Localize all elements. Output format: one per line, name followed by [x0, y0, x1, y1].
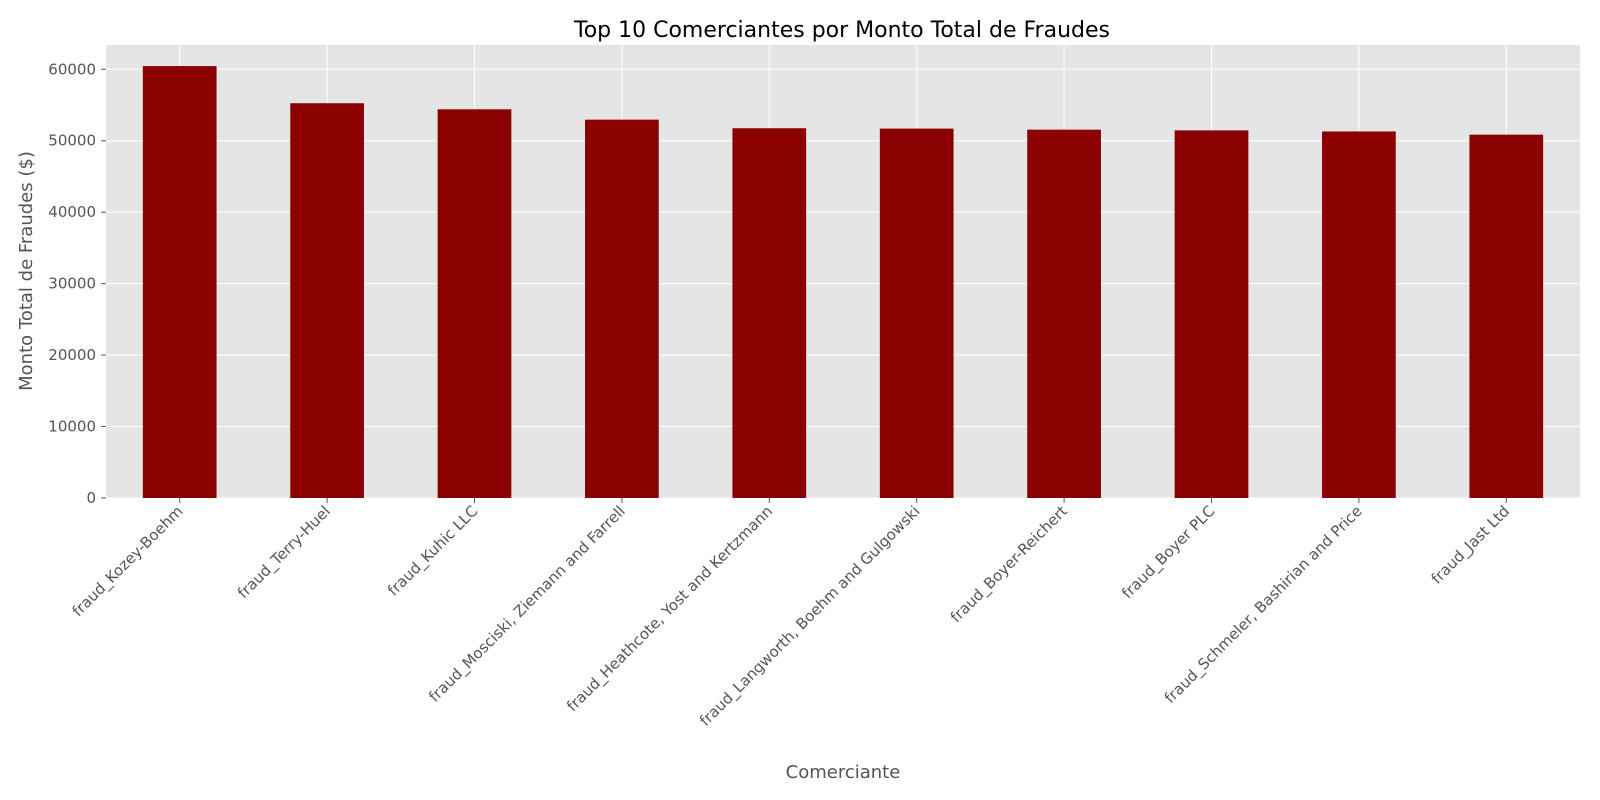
x-tick-label: fraud_Jast Ltd [1428, 502, 1514, 588]
y-tick-label: 10000 [48, 418, 96, 436]
x-tick-label: fraud_Boyer-Reichert [947, 502, 1072, 627]
x-axis-label: Comerciante [786, 762, 901, 783]
y-tick-label: 30000 [48, 275, 96, 293]
bar [1469, 134, 1544, 498]
bar [1322, 131, 1396, 498]
x-tick-label: fraud_Kuhic LLC [384, 502, 482, 600]
x-tick-label: fraud_Kozey-Boehm [69, 502, 188, 621]
bar [142, 66, 217, 499]
y-tick-label: 0 [86, 489, 96, 507]
x-axis-ticks: fraud_Kozey-Boehm fraud_Terry-Huel fraud_K… [69, 498, 1514, 730]
bar [879, 128, 954, 499]
x-tick-label: fraud_Terry-Huel [234, 502, 335, 603]
y-axis-ticks: 0 10000 20000 30000 40000 50000 60000 [48, 60, 106, 507]
chart-title: Top 10 Comerciantes por Monto Total de F… [573, 18, 1110, 43]
bar [290, 103, 364, 498]
bar [1027, 129, 1101, 498]
bars [142, 66, 1544, 499]
bar [437, 109, 512, 498]
y-tick-label: 50000 [48, 132, 96, 150]
bar [585, 119, 659, 498]
y-tick-label: 60000 [48, 60, 96, 78]
y-tick-label: 40000 [48, 203, 96, 221]
bar [732, 128, 807, 498]
y-axis-label: Monto Total de Fraudes ($) [16, 151, 37, 391]
y-tick-label: 20000 [48, 346, 96, 364]
bar [1174, 130, 1249, 498]
x-tick-label: fraud_Boyer PLC [1118, 502, 1219, 603]
